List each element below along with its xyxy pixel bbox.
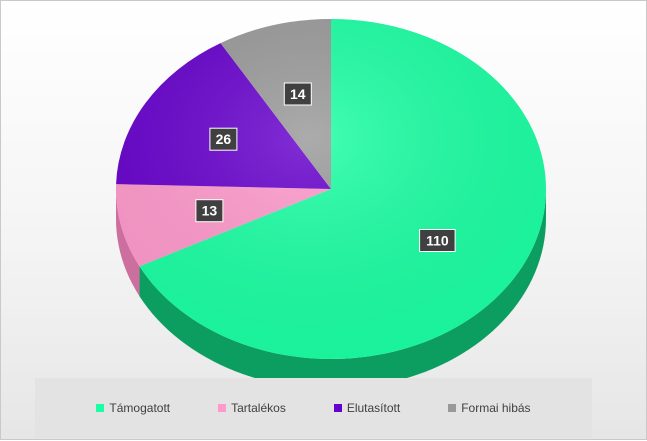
- legend-swatch-tartalekos: [218, 404, 227, 412]
- legend-label-elutasitott: Elutasított: [346, 401, 401, 415]
- pie-sides: [116, 189, 546, 389]
- data-label-box-tamogatott: [419, 229, 456, 252]
- legend-swatch-tamogatott: [96, 404, 105, 412]
- legend-item-tartalekos: Tartalékos: [218, 401, 286, 415]
- data-label-text-tamogatott: 110: [426, 233, 449, 249]
- legend-swatch-elutasitott: [333, 404, 342, 412]
- data-label-text-elutasitott: 26: [216, 131, 232, 147]
- pie-side-tartalekos: [116, 189, 140, 297]
- data-label-box-elutasitott: [209, 127, 238, 151]
- legend-item-formai-hibas: Formai hibás: [448, 401, 531, 415]
- legend-item-tamogatott: Támogatott: [96, 401, 170, 415]
- data-label-text-tartalekos: 13: [202, 203, 218, 219]
- legend-item-elutasitott: Elutasított: [333, 401, 401, 415]
- legend: Támogatott Tartalékos Elutasított Formai…: [35, 378, 592, 438]
- data-labels: 110 13 26 14: [195, 82, 456, 252]
- pie-highlight: [116, 19, 546, 359]
- legend-label-formai-hibas: Formai hibás: [461, 401, 531, 415]
- data-label-tamogatott: 110: [419, 229, 456, 252]
- pie-side-tamogatott: [139, 189, 546, 389]
- data-label-elutasitott: 26: [209, 127, 238, 151]
- data-label-formai-hibas: 14: [283, 82, 312, 106]
- data-label-text-formai-hibas: 14: [290, 86, 306, 102]
- legend-label-tamogatott: Támogatott: [109, 401, 171, 415]
- legend-swatch-formai-hibas: [448, 404, 457, 412]
- legend-label-tartalekos: Tartalékos: [231, 401, 286, 415]
- data-label-box-tartalekos: [195, 199, 224, 223]
- data-label-box-formai-hibas: [283, 82, 312, 106]
- data-label-tartalekos: 13: [195, 199, 224, 223]
